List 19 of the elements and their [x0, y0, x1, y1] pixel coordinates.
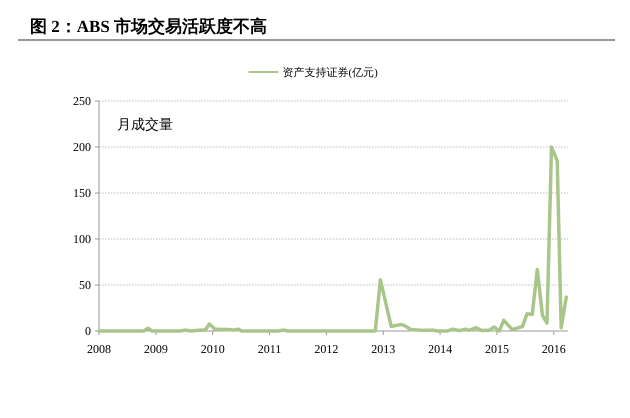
- legend-label: 资产支持证券(亿元): [282, 66, 378, 79]
- x-tick-label: 2014: [428, 342, 452, 356]
- x-tick-label: 2016: [542, 342, 566, 356]
- x-tick-label: 2011: [258, 342, 282, 356]
- chart-title: 图 2：ABS 市场交易活跃度不高: [30, 17, 268, 36]
- y-tick-label: 150: [73, 186, 91, 200]
- y-tick-label: 250: [73, 94, 91, 108]
- x-tick-label: 2009: [144, 342, 168, 356]
- x-tick-label: 2015: [484, 342, 509, 356]
- x-tick-label: 2013: [371, 342, 396, 356]
- y-tick-label: 200: [73, 140, 91, 154]
- y-tick-label: 0: [85, 324, 91, 338]
- y-tick-label: 50: [79, 278, 91, 292]
- x-tick-label: 2008: [87, 342, 111, 356]
- x-tick-label: 2012: [314, 342, 338, 356]
- x-tick-label: 2010: [200, 342, 225, 356]
- annotation: 月成交量: [117, 117, 173, 133]
- y-tick-label: 100: [73, 232, 91, 246]
- legend: 资产支持证券(亿元): [248, 67, 378, 79]
